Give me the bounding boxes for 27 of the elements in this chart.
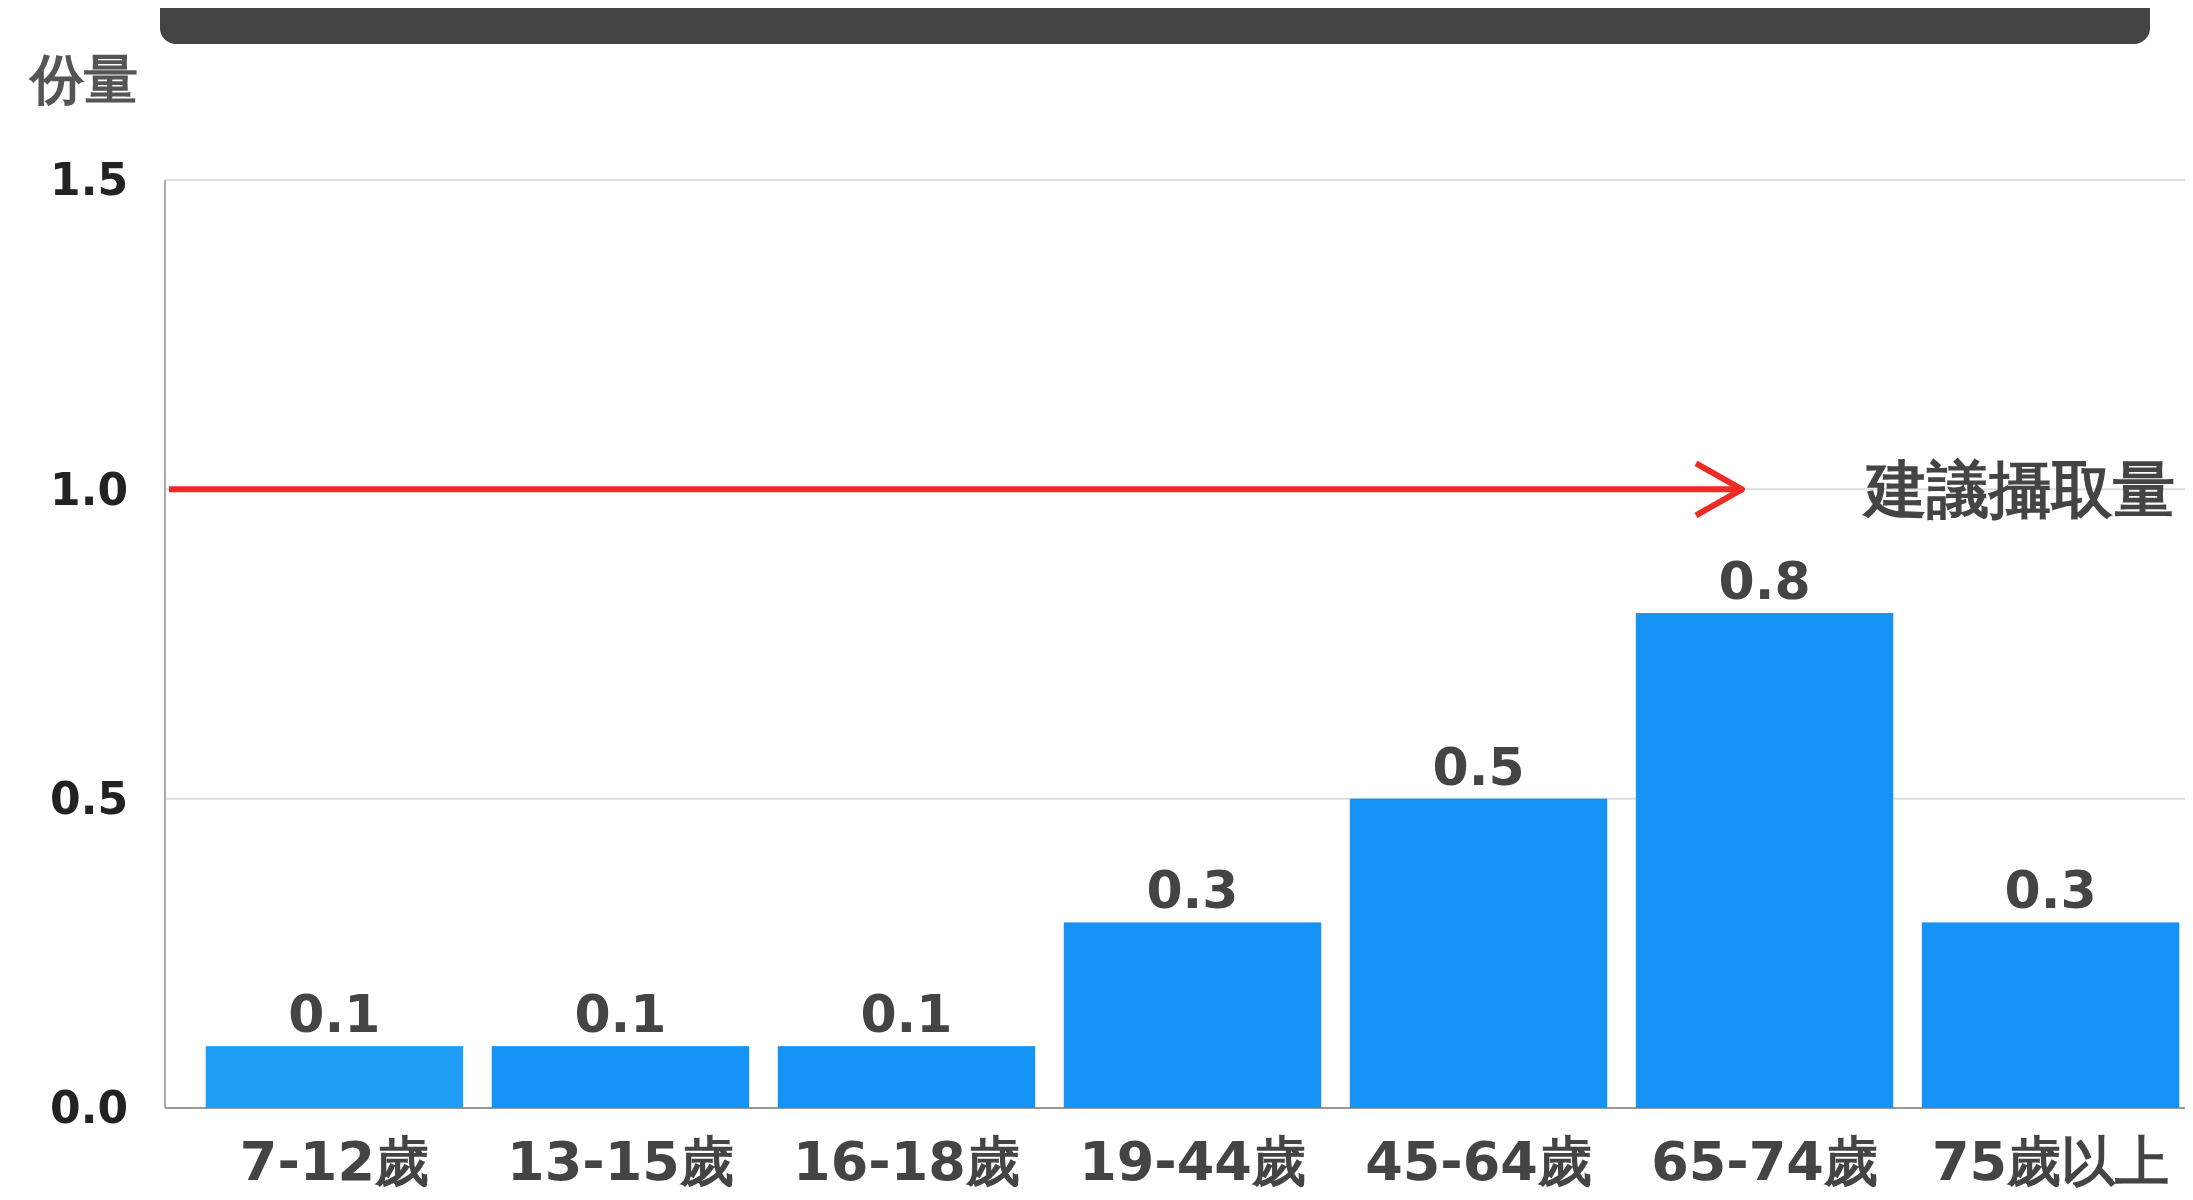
data-label: 0.1 — [860, 984, 953, 1045]
x-tick-label: 7-12歲 — [239, 1130, 429, 1193]
x-tick-label: 19-44歲 — [1079, 1130, 1306, 1193]
bar — [777, 1046, 1036, 1108]
x-tick-label: 13-15歲 — [507, 1130, 734, 1193]
ref-line-label: 建議攝取量 — [1861, 453, 2175, 527]
data-label: 0.8 — [1718, 551, 1811, 612]
y-tick-label: 0.5 — [50, 773, 128, 825]
data-label: 0.1 — [288, 984, 381, 1045]
bar — [491, 1046, 750, 1108]
bar — [1063, 922, 1322, 1108]
data-label: 0.3 — [2004, 860, 2097, 921]
x-tick-label: 65-74歲 — [1651, 1130, 1878, 1193]
y-axis-title: 份量 — [28, 48, 138, 111]
x-tick-label: 75歲以上 — [1931, 1130, 2170, 1193]
bar — [1349, 798, 1608, 1108]
bar — [205, 1046, 464, 1108]
data-label: 0.3 — [1146, 860, 1239, 921]
y-tick-label: 0.0 — [50, 1082, 128, 1134]
y-tick-label: 1.0 — [50, 463, 128, 515]
bar — [1635, 613, 1894, 1108]
y-tick-label: 1.5 — [50, 154, 128, 206]
data-label: 0.1 — [574, 984, 667, 1045]
bar — [1921, 922, 2180, 1108]
x-tick-label: 16-18歲 — [793, 1130, 1020, 1193]
x-tick-label: 45-64歲 — [1365, 1130, 1592, 1193]
data-label: 0.5 — [1432, 736, 1525, 797]
